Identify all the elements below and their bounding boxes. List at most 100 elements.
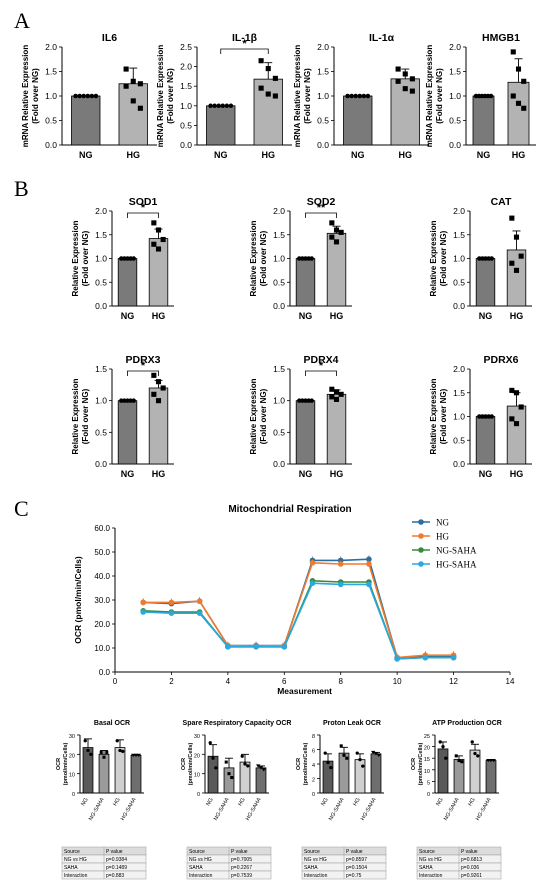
data-point [160,236,166,243]
data-point [136,753,141,758]
y-axis-label: Relative Expression [71,378,80,454]
data-point [438,740,442,744]
y-tick-label: 1.5 [95,364,107,374]
data-point [151,241,157,247]
data-point [83,739,87,743]
y-tick-label: 20 [69,753,75,759]
y-tick-label: 2.0 [95,206,107,216]
data-point [333,389,340,395]
data-point [118,748,122,753]
data-point [155,398,162,404]
data-point [77,93,82,99]
category-label: NG [479,469,493,479]
y-axis-label: (pmol/min/Cells) [63,742,69,785]
data-point [521,105,527,111]
table-cell: p=0.7005 [231,857,252,863]
series-point [366,581,372,588]
data-point [489,414,494,419]
bar [322,760,334,794]
y-axis-label: Relative Expression [71,220,80,296]
chart-Proton: Proton Leak OCR 0 2 4 6 8 OCR (pmol/min/Cells) N… [296,720,387,880]
data-point [212,103,217,109]
chart-title: PDRX3 [125,354,160,366]
data-point [102,755,106,759]
data-point [216,103,221,109]
y-tick-label: 2.0 [453,206,465,216]
bar [130,754,142,794]
data-point [265,66,271,72]
category-label: NG [205,797,214,807]
data-point [121,749,125,754]
data-point [123,83,129,89]
data-point [457,758,461,763]
data-point [220,103,226,109]
x-tick-label: 0 [113,677,118,686]
y-tick-label: 2.0 [317,42,329,52]
data-point [329,765,333,770]
y-axis-label: (Fold over NG) [439,230,448,286]
y-tick-label: 10 [424,769,430,775]
data-point [483,256,488,261]
category-label: HG-SAHA [360,797,378,822]
category-label: NG [479,311,493,321]
y-tick-label: 15 [424,757,430,763]
category-label: NG-SAHA [213,797,231,822]
data-point [128,398,133,403]
data-point [309,256,314,261]
table-cell: NG vs HG [189,857,212,863]
bar [485,760,497,794]
category-label: HG [330,469,344,479]
data-point [486,256,491,261]
legend-label: HG-SAHA [436,560,477,570]
y-tick-label: 2.0 [180,62,192,72]
chart-title: PDRX6 [483,354,518,366]
data-point [365,93,371,99]
y-tick-label: 6 [312,749,315,755]
table-cell: SAHA [64,865,78,871]
y-axis-label: OCR [56,758,62,770]
category-label: HG [467,797,476,807]
table-cell: P value [106,849,123,855]
data-point [85,93,91,99]
table-cell: Source [189,849,205,855]
y-tick-label: 1.5 [273,230,285,240]
data-point [151,391,157,397]
table-cell: Interaction [64,873,88,879]
table-cell: p=0.036 [461,865,479,871]
category-label: HG [399,150,413,160]
chart-SOD2: SOD2 0.0 0.5 1.0 1.5 2.0 Relative Expression (F… [249,196,352,321]
y-tick-label: 1.5 [453,388,465,398]
y-axis-label: (Fold over NG) [435,68,444,124]
category-label: NG [477,150,491,160]
data-point [155,227,162,233]
category-label: NG-SAHA [328,797,346,822]
legend-label: NG [436,518,449,528]
chart-IL6: IL6 0.0 0.5 1.0 1.5 2.0 mRNA Relative Expressi… [21,32,157,160]
y-axis-label: OCR [181,758,187,770]
y-axis-label: (pmol/min/Cells) [303,742,309,785]
data-point [131,256,136,261]
table-cell: SAHA [304,865,318,871]
data-point [329,386,335,392]
y-axis-label: (Fold over NG) [259,230,268,286]
data-point [261,768,266,772]
data-point [480,256,485,261]
y-axis-label: Relative Expression [429,378,438,454]
y-tick-label: 50.0 [94,548,110,557]
series-point [394,656,400,662]
data-point [513,267,520,273]
series-point [450,654,457,661]
category-label: HG [352,797,361,807]
chart-title: Mitochondrial Respiration [228,504,351,515]
y-tick-label: 1.0 [449,91,461,101]
data-point [93,93,99,99]
y-tick-label: 1.0 [95,254,107,264]
data-point [297,256,302,261]
category-label: NG [121,311,135,321]
y-tick-label: 1.0 [95,396,107,406]
data-point [211,756,215,760]
chart-title: SOD1 [129,196,158,208]
y-tick-label: 1.5 [95,230,107,240]
y-tick-label: 0.0 [453,301,465,311]
